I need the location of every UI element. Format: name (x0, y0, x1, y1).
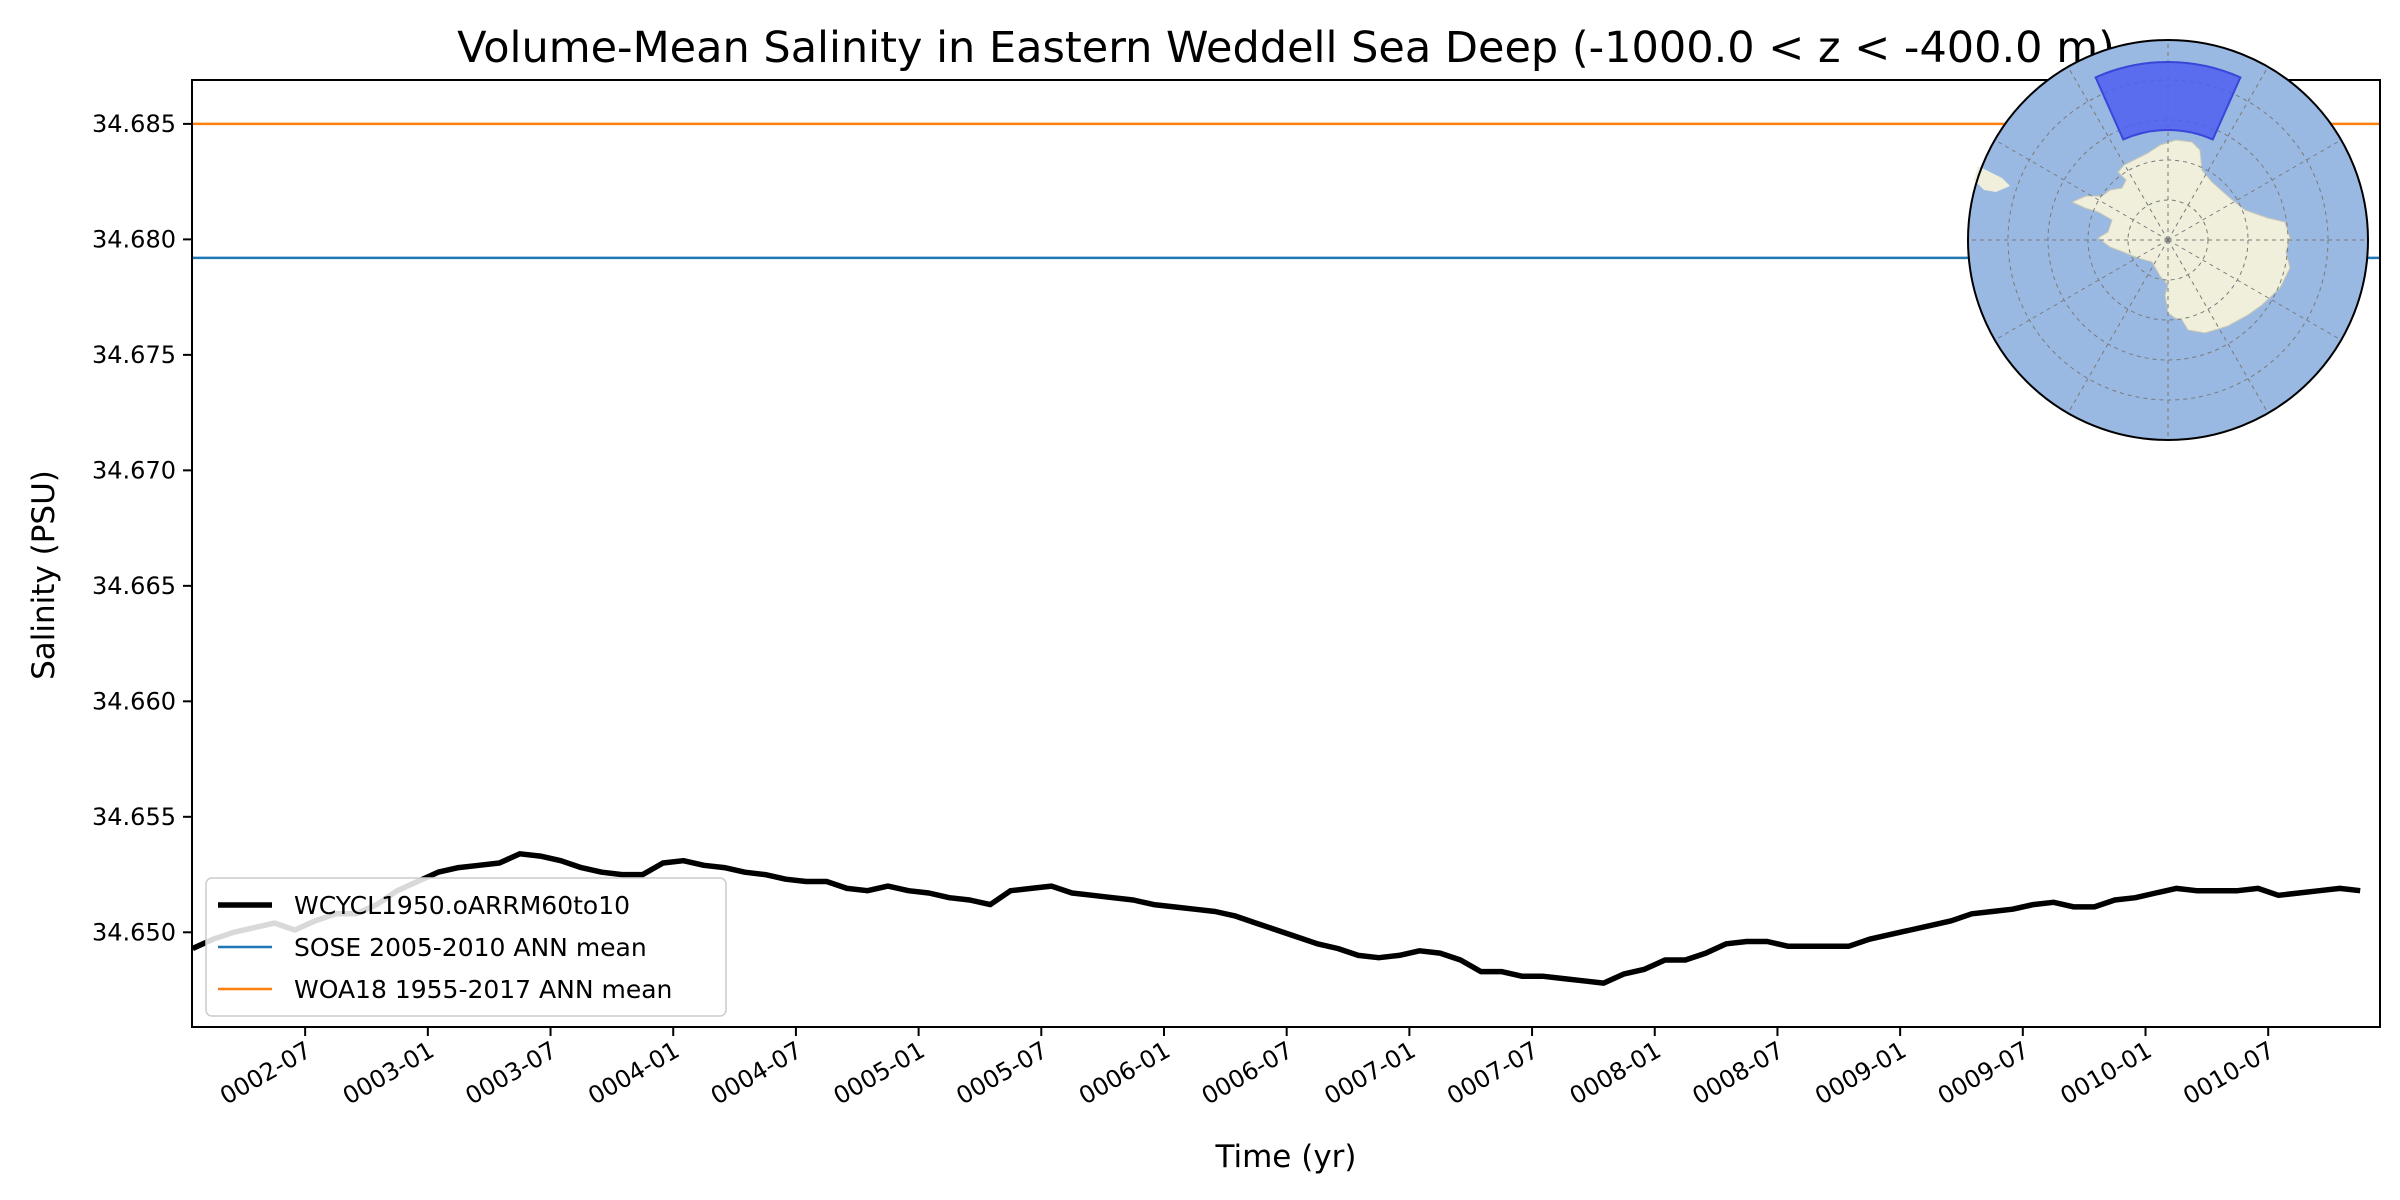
highlighted-region (2094, 61, 2242, 141)
x-tick-label: 0010-01 (2056, 1036, 2157, 1110)
y-tick-label: 34.680 (92, 225, 176, 253)
y-tick-label: 34.675 (92, 341, 176, 369)
meridian-line (1994, 139, 2169, 241)
meridian-line (1994, 239, 2169, 341)
legend-label-1: WCYCL1950.oARRM60to10 (294, 891, 630, 920)
x-tick-label: 0008-01 (1565, 1036, 1666, 1110)
meridian-line (2067, 239, 2169, 414)
x-tick-label: 0009-01 (1810, 1036, 1911, 1110)
x-tick-label: 0005-07 (951, 1036, 1052, 1110)
x-tick-label: 0002-07 (215, 1036, 316, 1110)
x-tick-label: 0004-07 (706, 1036, 807, 1110)
x-tick-label: 0006-01 (1074, 1036, 1175, 1110)
antarctica-land (2070, 139, 2291, 334)
y-tick-label: 34.670 (92, 456, 176, 484)
x-tick-label: 0007-07 (1442, 1036, 1543, 1110)
inset-map (1967, 39, 2369, 441)
x-tick-label: 0003-07 (461, 1036, 562, 1110)
legend-label-2: SOSE 2005-2010 ANN mean (294, 933, 647, 962)
x-tick-label: 0006-07 (1197, 1036, 1298, 1110)
x-tick-label: 0003-01 (338, 1036, 439, 1110)
x-tick-label: 0008-07 (1688, 1036, 1789, 1110)
y-tick-label: 34.665 (92, 572, 176, 600)
chart-title: Volume-Mean Salinity in Eastern Weddell … (457, 23, 2115, 73)
meridian-line (2067, 66, 2169, 241)
x-tick-label: 0009-07 (1933, 1036, 2034, 1110)
meridian-line (2167, 239, 2342, 341)
meridian-line (2167, 139, 2342, 241)
y-tick-label: 34.655 (92, 803, 176, 831)
x-tick-label: 0010-07 (2178, 1036, 2279, 1110)
y-tick-label: 34.685 (92, 110, 176, 138)
x-tick-label: 0004-01 (583, 1036, 684, 1110)
map-border (1967, 39, 2369, 441)
meridian-line (2167, 66, 2269, 241)
meridian-line (2167, 239, 2269, 414)
y-tick-label: 34.650 (92, 918, 176, 946)
legend-box (205, 877, 727, 1017)
y-tick-label: 34.660 (92, 687, 176, 715)
x-tick-label: 0007-01 (1320, 1036, 1421, 1110)
legend-label-3: WOA18 1955-2017 ANN mean (294, 975, 672, 1004)
data-series-line (192, 851, 2361, 986)
south-america-tip (1974, 166, 2010, 192)
x-axis-label: Time (yr) (1215, 1139, 1357, 1175)
legend: WCYCL1950.oARRM60to10 SOSE 2005-2010 ANN … (205, 877, 727, 1017)
y-axis-label: Salinity (PSU) (26, 470, 62, 680)
x-tick-label: 0005-01 (829, 1036, 930, 1110)
